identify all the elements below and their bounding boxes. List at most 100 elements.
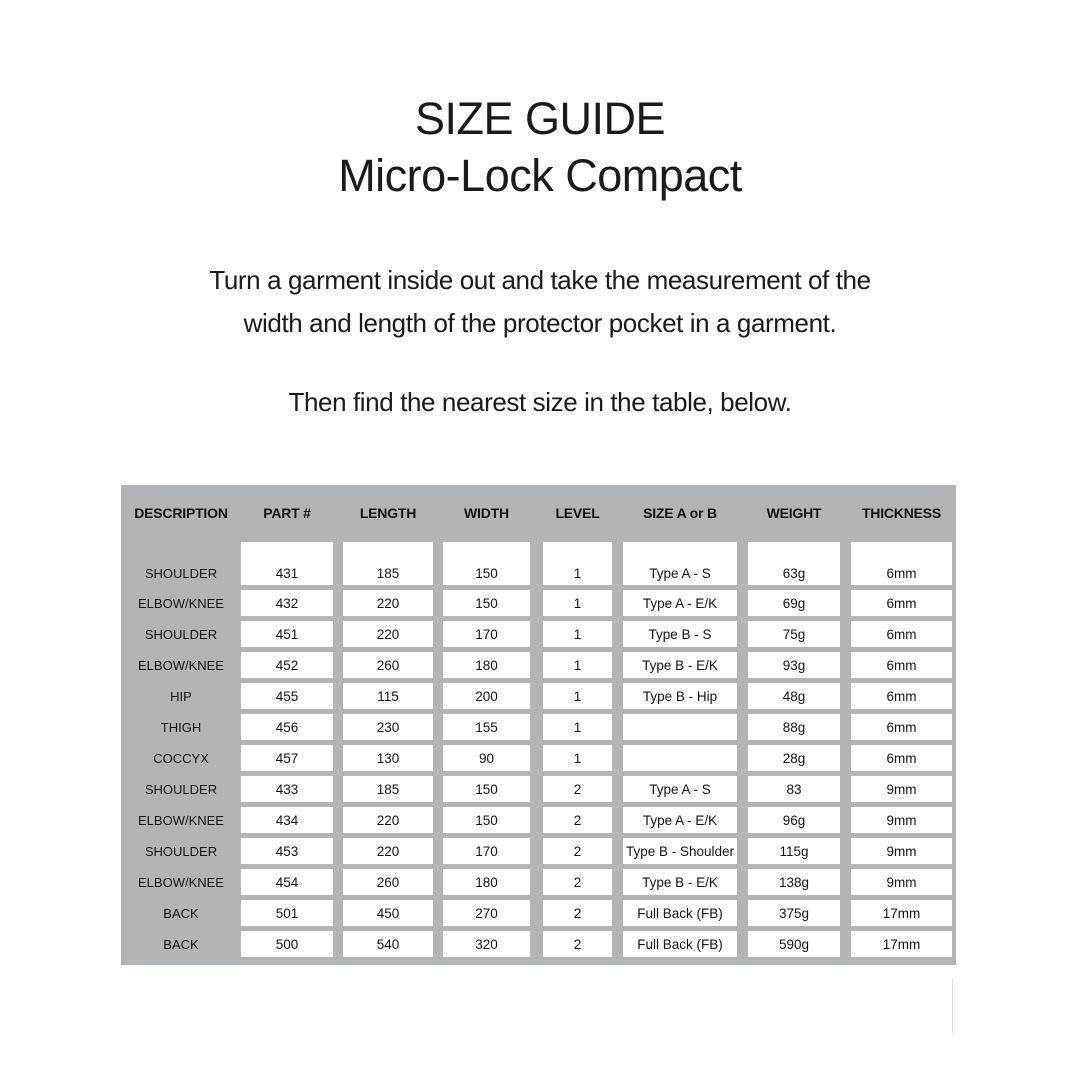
row-cell: 138g (748, 869, 840, 895)
row-description: ELBOW/KNEE (138, 595, 224, 611)
row-cell: 270 (443, 900, 530, 926)
row-description: ELBOW/KNEE (138, 812, 224, 828)
row-cell: 180 (443, 869, 530, 895)
row-cell: 185 (343, 776, 433, 802)
row-cell: 432 (241, 590, 333, 616)
column-header-level: LEVEL (555, 505, 600, 521)
row-cell: Type A - E/K (623, 590, 737, 616)
row-cell: 9mm (851, 869, 952, 895)
size-table: DESCRIPTION PART # LENGTH WIDTH LEVEL SI… (121, 485, 956, 965)
row-cell: 433 (241, 776, 333, 802)
table-row: THIGH 456 230 155 1 88g 6mm (121, 714, 956, 740)
row-cell: 2 (543, 807, 612, 833)
row-cell: 130 (343, 745, 433, 771)
row-cell: Type B - E/K (623, 652, 737, 678)
row-cell: 96g (748, 807, 840, 833)
row-cell (623, 745, 737, 771)
row-cell: 455 (241, 683, 333, 709)
row-description: ELBOW/KNEE (138, 874, 224, 890)
table-row: SHOULDER 433 185 150 2 Type A - S 83 9mm (121, 776, 956, 802)
row-cell: 63g (748, 542, 840, 585)
row-cell: 185 (343, 542, 433, 585)
table-row: ELBOW/KNEE 432 220 150 1 Type A - E/K 69g 6mm (121, 590, 956, 616)
row-description: SHOULDER (144, 626, 218, 642)
row-cell: 540 (343, 931, 433, 957)
column-header-weight: WEIGHT (766, 505, 822, 521)
row-cell: 83 (748, 776, 840, 802)
row-cell: 451 (241, 621, 333, 647)
row-cell: 452 (241, 652, 333, 678)
row-cell: 6mm (851, 683, 952, 709)
row-cell: Full Back (FB) (623, 931, 737, 957)
row-cell: 1 (543, 714, 612, 740)
row-cell: 6mm (851, 590, 952, 616)
page-edge-line (952, 979, 953, 1033)
table-row: BACK 501 450 270 2 Full Back (FB) 375g 17mm (121, 900, 956, 926)
row-cell: 93g (748, 652, 840, 678)
row-cell: Type B - Hip (623, 683, 737, 709)
row-cell: 2 (543, 838, 612, 864)
row-cell: 1 (543, 542, 612, 585)
row-cell: 501 (241, 900, 333, 926)
table-row: SHOULDER 453 220 170 2 Type B - Shoulder 115g 9… (121, 838, 956, 864)
title-line-2: Micro-Lock Compact (338, 150, 742, 201)
row-cell: 88g (748, 714, 840, 740)
row-cell: 75g (748, 621, 840, 647)
row-cell: 2 (543, 869, 612, 895)
row-cell: 150 (443, 807, 530, 833)
row-cell: Type A - S (623, 542, 737, 585)
row-cell: 500 (241, 931, 333, 957)
row-cell: 450 (343, 900, 433, 926)
row-cell: 320 (443, 931, 530, 957)
row-cell: 28g (748, 745, 840, 771)
row-cell: Type A - S (623, 776, 737, 802)
table-row: BACK 500 540 320 2 Full Back (FB) 590g 17mm (121, 931, 956, 957)
find-size-text: Then find the nearest size in the table,… (288, 387, 792, 417)
row-cell: 453 (241, 838, 333, 864)
row-cell: Type B - E/K (623, 869, 737, 895)
size-table-rows: SHOULDER 431 185 150 1 Type A - S 63g 6mm ELBOW/… (121, 542, 956, 957)
row-cell: 48g (748, 683, 840, 709)
row-cell: 220 (343, 807, 433, 833)
instructions-line-1: Turn a garment inside out and take the m… (209, 265, 871, 295)
row-description: BACK (163, 905, 199, 921)
row-cell: 9mm (851, 776, 952, 802)
row-description: SHOULDER (144, 843, 218, 859)
row-cell: Type B - S (623, 621, 737, 647)
row-cell: 1 (543, 745, 612, 771)
row-cell: 9mm (851, 807, 952, 833)
row-cell: 1 (543, 590, 612, 616)
row-cell: 454 (241, 869, 333, 895)
table-row: SHOULDER 431 185 150 1 Type A - S 63g 6mm (121, 542, 956, 585)
column-header-part: PART # (263, 505, 311, 521)
row-cell: 155 (443, 714, 530, 740)
row-cell: 150 (443, 776, 530, 802)
row-cell: 180 (443, 652, 530, 678)
row-cell: Full Back (FB) (623, 900, 737, 926)
row-cell: 2 (543, 776, 612, 802)
row-cell: 6mm (851, 652, 952, 678)
row-cell: 456 (241, 714, 333, 740)
row-cell: 150 (443, 590, 530, 616)
row-cell: 6mm (851, 621, 952, 647)
row-cell: 220 (343, 590, 433, 616)
row-description: HIP (170, 688, 192, 704)
row-description: THIGH (160, 719, 202, 735)
row-description: SHOULDER (144, 566, 218, 581)
row-description: BACK (163, 936, 199, 952)
row-cell: 1 (543, 652, 612, 678)
instructions-line-2: width and length of the protector pocket… (243, 308, 837, 338)
row-cell: 150 (443, 542, 530, 585)
row-cell: 17mm (851, 931, 952, 957)
table-row: ELBOW/KNEE 452 260 180 1 Type B - E/K 93g 6mm (121, 652, 956, 678)
row-description: SHOULDER (144, 781, 218, 797)
page-title: SIZE GUIDE Micro-Lock Compact (0, 90, 1080, 204)
row-cell: 375g (748, 900, 840, 926)
row-cell: 1 (543, 621, 612, 647)
row-cell: 115g (748, 838, 840, 864)
table-row: HIP 455 115 200 1 Type B - Hip 48g 6mm (121, 683, 956, 709)
row-cell: 6mm (851, 542, 952, 585)
row-cell: Type A - E/K (623, 807, 737, 833)
row-cell: 9mm (851, 838, 952, 864)
